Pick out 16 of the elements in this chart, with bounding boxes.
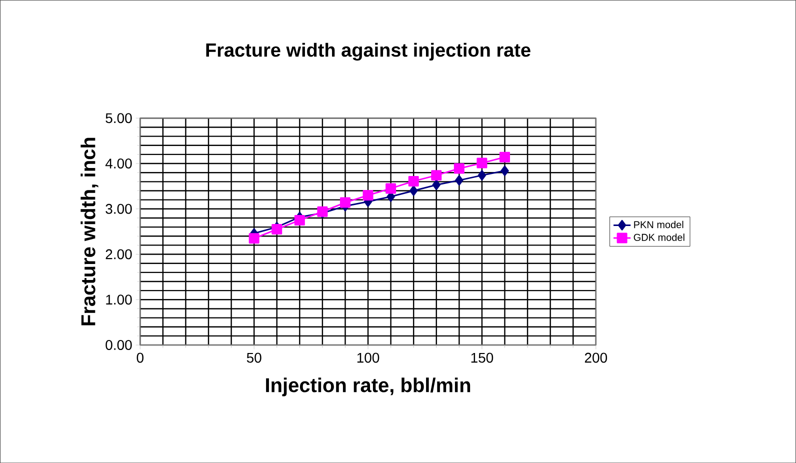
- y-tick-label: 4.00: [105, 158, 132, 168]
- x-tick-label: 0: [136, 352, 144, 363]
- y-axis-title: Fracture width, inch: [80, 138, 98, 326]
- legend-label: PKN model: [634, 220, 684, 228]
- x-tick-label: 100: [357, 352, 380, 363]
- y-tick-label: 2.00: [106, 249, 132, 260]
- chart-title: Fracture width against injection rate: [206, 42, 530, 61]
- x-tick-label: 50: [246, 352, 262, 363]
- legend-label: GDK model: [634, 234, 684, 241]
- y-tick-label: 3.00: [106, 204, 132, 214]
- y-tick-label: 1.00: [106, 294, 132, 305]
- y-tick-label: 5.00: [106, 113, 132, 124]
- y-tick-label: 0.00: [106, 340, 132, 350]
- x-axis-title: Injection rate, bbl/min: [266, 378, 470, 396]
- x-tick-label: 150: [471, 352, 494, 363]
- x-tick-label: 200: [584, 352, 608, 363]
